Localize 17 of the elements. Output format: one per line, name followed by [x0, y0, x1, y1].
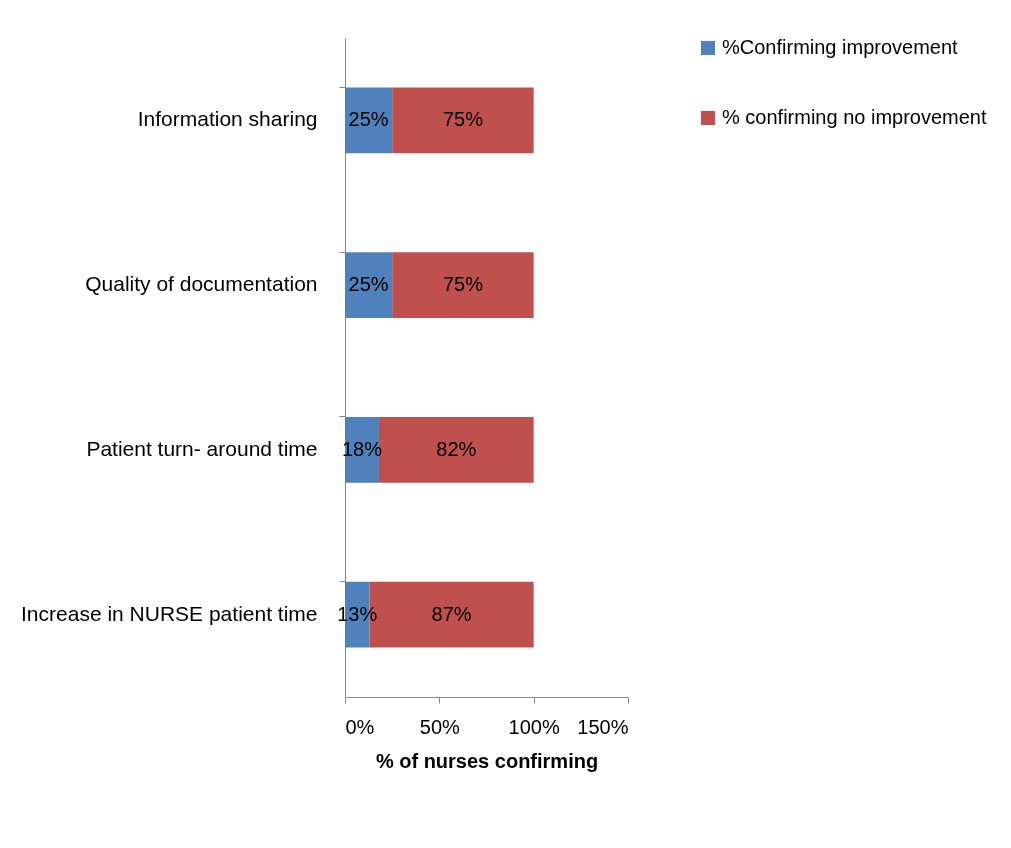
x-tick-label: 50%	[419, 715, 461, 738]
y-tick-label: Information sharing	[137, 107, 318, 131]
y-tick-label: Patient turn- around time	[86, 436, 318, 460]
data-label: 75%	[442, 273, 484, 296]
x-tick-label: 150%	[577, 715, 629, 738]
x-tick-label: 100%	[508, 715, 560, 738]
legend-label: %Confirming improvement	[722, 36, 959, 58]
data-label: 25%	[348, 108, 389, 131]
y-tick-label: Increase in NURSE patient time	[21, 601, 318, 625]
data-label: 75%	[442, 108, 484, 131]
y-tick-label: Quality of documentation	[85, 272, 318, 296]
legend-label: % confirming no improvement	[722, 106, 987, 128]
x-tick-label: 0%	[345, 715, 375, 738]
x-axis-title: % of nurses confirming	[375, 749, 599, 772]
data-label: 82%	[436, 437, 477, 460]
data-label: 25%	[348, 273, 389, 296]
data-label: 87%	[431, 602, 472, 625]
